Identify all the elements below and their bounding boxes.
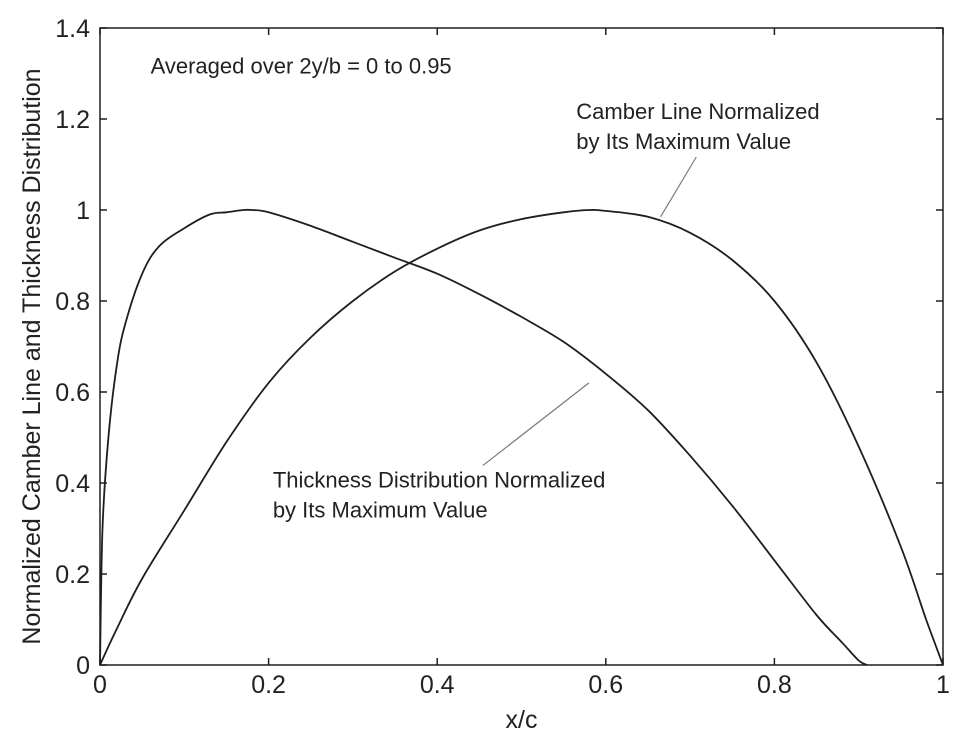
- thickness-leader-line: [482, 382, 590, 467]
- camber-line: [99, 209, 944, 666]
- y-tick-label: 0.4: [55, 470, 90, 498]
- camber-leader-line: [660, 156, 697, 218]
- camber-annotation: Camber Line Normalized by Its Maximum Val…: [576, 99, 819, 154]
- axis-ticks: [99, 27, 944, 666]
- camber-annotation-line: Camber Line Normalized: [576, 99, 819, 124]
- thickness-line: [99, 208, 868, 666]
- y-tick-label: 0: [76, 652, 90, 680]
- y-tick-label: 0.6: [55, 379, 90, 407]
- x-tick-label: 0.4: [420, 671, 455, 699]
- thickness-annotation-line: Thickness Distribution Normalized: [273, 468, 606, 493]
- y-tick-label: 1: [76, 197, 90, 225]
- y-tick-label: 1.4: [55, 15, 90, 43]
- range-annotation: Averaged over 2y/b = 0 to 0.95: [151, 54, 452, 79]
- thickness-annotation: Thickness Distribution Normalized by Its …: [273, 468, 606, 523]
- y-tick-label: 0.2: [55, 561, 90, 589]
- series-lines: [99, 208, 944, 666]
- x-tick-label: 0.6: [588, 671, 623, 699]
- camber-annotation-line: by Its Maximum Value: [576, 129, 791, 154]
- x-tick-label: 0.8: [757, 671, 792, 699]
- x-axis-label: x/c: [506, 706, 538, 733]
- y-axis-label: Normalized Camber Line and Thickness Dis…: [18, 68, 46, 644]
- chart-annotations: Averaged over 2y/b = 0 to 0.95 Camber Lin…: [151, 54, 820, 523]
- axis-tick-labels: 0 0.2 0.4 0.6 0.8 1 0 0.2 0.4 0.6 0.8 1 1.2 1.4: [55, 15, 950, 699]
- x-tick-label: 1: [936, 671, 950, 699]
- plot-frame: [99, 27, 944, 666]
- x-tick-label: 0: [93, 671, 107, 699]
- range-annotation-line: Averaged over 2y/b = 0 to 0.95: [151, 54, 452, 79]
- x-tick-label: 0.2: [251, 671, 286, 699]
- y-tick-label: 0.8: [55, 288, 90, 316]
- y-tick-label: 1.2: [55, 106, 90, 134]
- thickness-annotation-line: by Its Maximum Value: [273, 498, 488, 523]
